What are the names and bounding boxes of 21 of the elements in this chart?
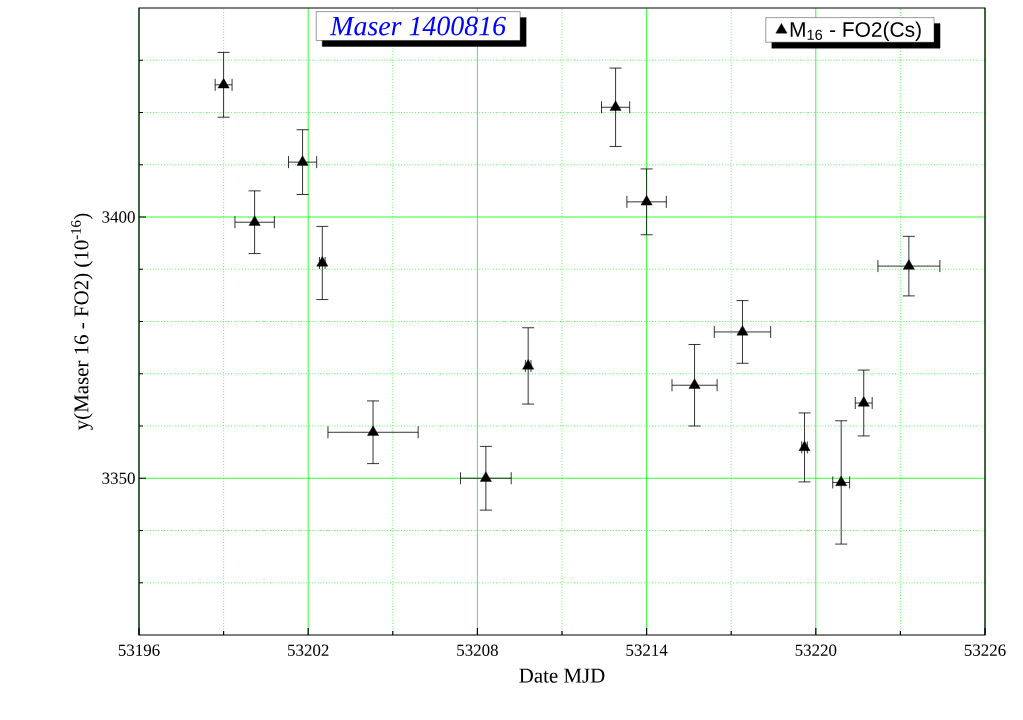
x-tick-label: 53214 [626,644,668,656]
point [480,471,492,482]
point [688,378,701,389]
x-tick-label: 53202 [288,644,329,656]
x-tick-label: 53196 [118,644,160,656]
y-axis-title: y(Maser 16 - FO2) (10$^{-16}$) [71,213,93,431]
x-tick-label: 53220 [795,644,837,656]
point [248,215,261,226]
y-tick-label: 3400 [102,211,135,223]
point [903,259,915,270]
x-axis-title: Date MJD [519,668,605,683]
point [367,425,379,436]
point [609,100,622,111]
x-tick-label: 53226 [964,644,1006,656]
y-tick-label: 3350 [102,472,135,484]
point [296,155,309,166]
point [640,195,653,206]
legend-label: M$_{16}$ - FO2(Cs) [790,21,921,42]
point [736,325,749,336]
chart-title: Maser 1400816 [329,16,506,36]
x-tick-label: 53208 [457,644,498,656]
